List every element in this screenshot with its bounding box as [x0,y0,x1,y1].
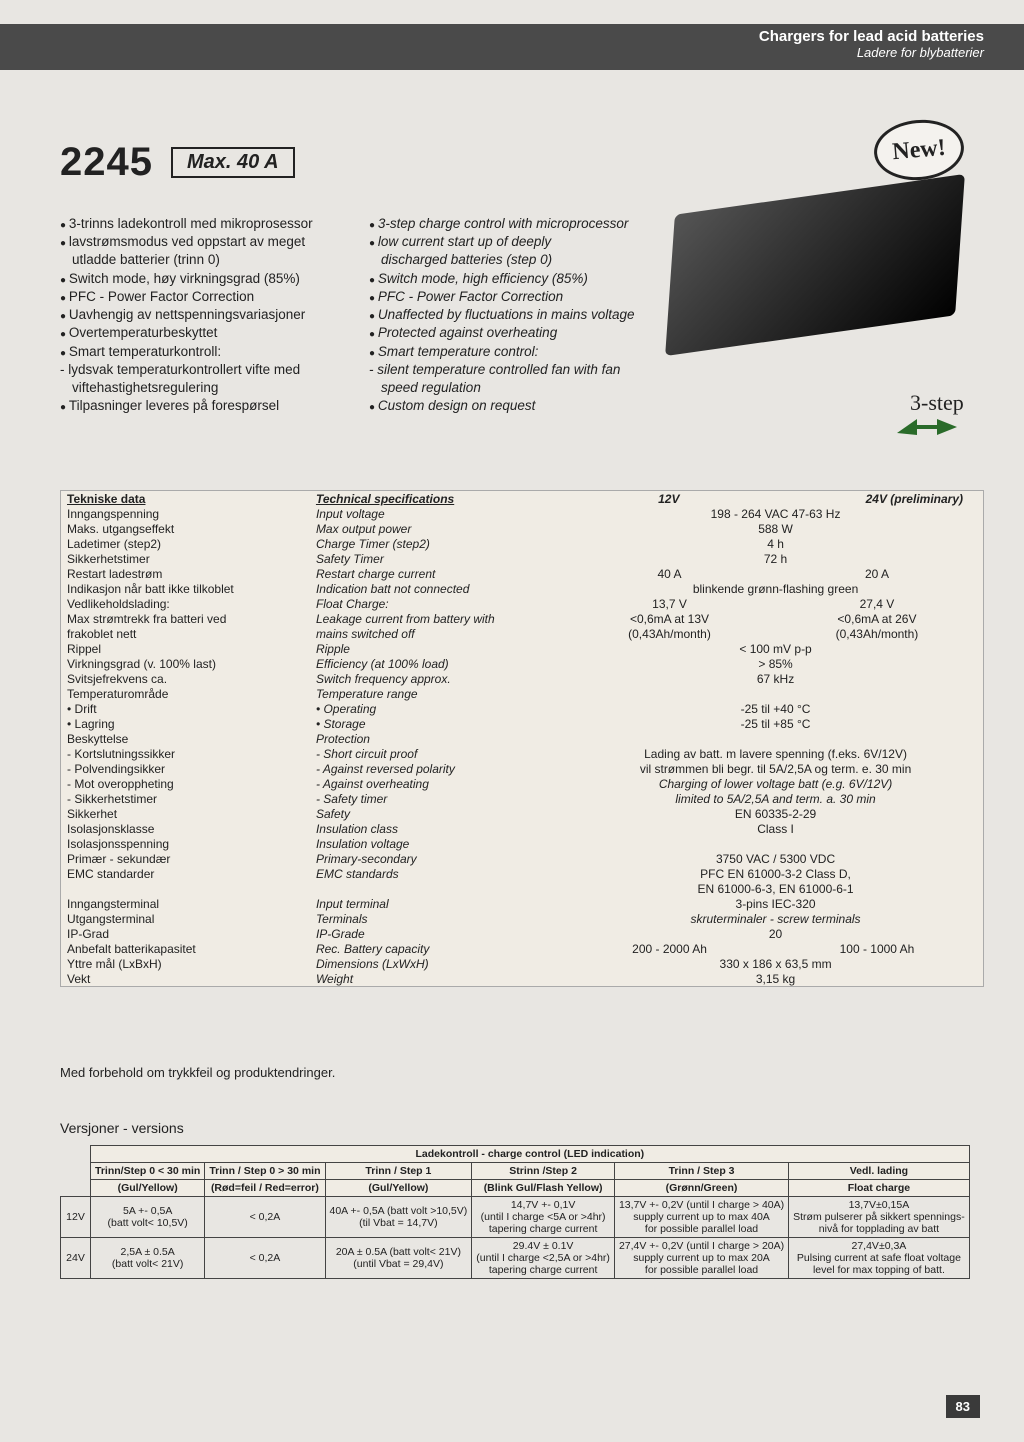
feature-item: 3-step charge control with microprocesso… [369,215,664,233]
feature-item: 3-trinns ladekontroll med mikroprosessor [60,215,355,233]
feature-item: Custom design on request [369,397,664,415]
header-bar: Chargers for lead acid batteries Ladere … [0,24,1024,70]
feature-item: PFC - Power Factor Correction [60,288,355,306]
step-arrow-icon [895,415,975,435]
feature-item: Tilpasninger leveres på forespørsel [60,397,355,415]
feature-item: Switch mode, høy virkningsgrad (85%) [60,270,355,288]
feature-item: Switch mode, high efficiency (85%) [369,270,664,288]
feature-item: Protected against overheating [369,324,664,342]
feature-item: discharged batteries (step 0) [369,251,664,269]
feature-item: speed regulation [369,379,664,397]
header-subtitle: Ladere for blybatterier [0,45,984,60]
feature-item: viftehastighetsregulering [60,379,355,397]
feature-item: PFC - Power Factor Correction [369,288,664,306]
title-row: 2245 Max. 40 A New! [60,140,964,185]
feature-item: lavstrømsmodus ved oppstart av meget [60,233,355,251]
features-english: 3-step charge control with microprocesso… [369,215,664,415]
spec-table: Tekniske dataTechnical specifications12V… [60,490,984,987]
feature-item: low current start up of deeply [369,233,664,251]
feature-item: silent temperature controlled fan with f… [369,361,664,379]
disclaimer-note: Med forbehold om trykkfeil og produktend… [60,1065,335,1080]
versions-label: Versjoner - versions [60,1120,184,1136]
model-number: 2245 [60,140,153,185]
feature-item: utladde batterier (trinn 0) [60,251,355,269]
product-image [665,174,965,356]
feature-item: Uavhengig av nettspenningsvariasjoner [60,306,355,324]
header-title: Chargers for lead acid batteries [0,28,984,45]
versions-table: Ladekontroll - charge control (LED indic… [60,1145,970,1279]
feature-item: Overtemperaturbeskyttet [60,324,355,342]
feature-item: Smart temperaturkontroll: [60,343,355,361]
features-norwegian: 3-trinns ladekontroll med mikroprosessor… [60,215,355,415]
feature-item: Smart temperature control: [369,343,664,361]
feature-item: Unaffected by fluctuations in mains volt… [369,306,664,324]
feature-item: lydsvak temperaturkontrollert vifte med [60,361,355,379]
new-badge: New! [872,116,967,184]
feature-lists: 3-trinns ladekontroll med mikroprosessor… [60,215,664,415]
step-label: 3-step [910,390,964,416]
max-rating-box: Max. 40 A [171,147,295,178]
page-number: 83 [946,1395,980,1418]
